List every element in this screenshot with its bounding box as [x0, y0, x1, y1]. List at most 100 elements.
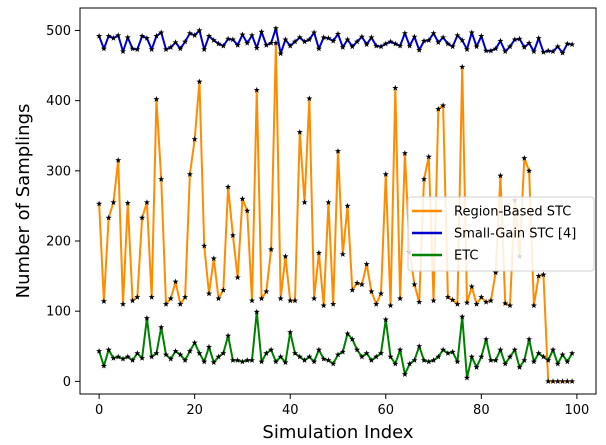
data-point-marker	[277, 353, 284, 360]
data-point-marker	[473, 300, 480, 307]
data-point-marker	[172, 347, 179, 354]
data-point-marker	[215, 295, 222, 302]
data-point-marker	[244, 207, 251, 214]
data-point-marker	[463, 299, 471, 306]
x-tick-label: 60	[378, 403, 395, 418]
data-point-marker	[148, 353, 155, 360]
data-point-marker	[96, 200, 103, 207]
data-point-marker	[535, 272, 542, 279]
data-point-marker	[435, 353, 442, 360]
data-point-marker	[444, 293, 451, 300]
data-point-marker	[492, 357, 499, 363]
data-point-marker	[444, 40, 451, 47]
data-point-marker	[311, 295, 318, 302]
data-point-marker	[129, 297, 136, 304]
data-point-marker	[502, 300, 509, 307]
data-point-marker	[368, 357, 375, 363]
data-point-marker	[387, 38, 394, 45]
data-point-marker	[158, 176, 165, 182]
data-point-marker	[291, 297, 299, 304]
data-point-marker	[411, 33, 418, 40]
y-tick-label: 500	[46, 24, 71, 39]
data-point-marker	[258, 28, 265, 35]
data-point-marker	[483, 336, 490, 342]
series-2	[96, 308, 576, 381]
data-point-marker	[521, 357, 528, 363]
data-point-marker	[483, 47, 490, 54]
data-point-marker	[440, 346, 447, 353]
data-point-marker	[268, 346, 275, 353]
data-point-marker	[425, 358, 432, 365]
data-point-marker	[363, 350, 370, 356]
data-point-marker	[325, 357, 332, 363]
data-point-marker	[320, 302, 327, 309]
data-point-marker	[220, 42, 227, 49]
data-point-marker	[368, 34, 375, 41]
data-point-marker	[320, 355, 327, 362]
data-point-marker	[153, 32, 160, 39]
data-point-marker	[119, 48, 127, 55]
data-point-marker	[100, 362, 107, 369]
data-point-marker	[449, 43, 456, 50]
data-point-marker	[244, 357, 251, 363]
data-point-marker	[229, 232, 236, 238]
data-point-marker	[354, 38, 361, 45]
data-point-marker	[311, 358, 318, 365]
data-point-marker	[430, 357, 437, 363]
y-tick-label: 0	[63, 375, 71, 390]
data-point-marker	[139, 355, 146, 361]
data-point-marker	[569, 41, 576, 48]
data-point-marker	[411, 357, 418, 363]
data-point-marker	[248, 357, 256, 363]
x-tick-label: 20	[186, 403, 203, 418]
data-point-marker	[392, 360, 399, 367]
data-point-marker	[545, 378, 552, 384]
series-line	[98, 310, 573, 379]
data-point-marker	[268, 246, 275, 253]
data-point-marker	[554, 360, 561, 367]
data-point-marker	[201, 46, 208, 52]
series-line	[98, 42, 573, 383]
data-point-marker	[468, 283, 475, 290]
data-point-marker	[559, 378, 566, 384]
data-point-marker	[511, 36, 518, 43]
data-point-marker	[143, 315, 150, 321]
data-point-marker	[110, 34, 117, 41]
data-point-marker	[478, 353, 485, 360]
data-point-marker	[449, 348, 456, 355]
data-point-marker	[530, 302, 537, 309]
data-point-marker	[530, 48, 537, 55]
data-point-marker	[564, 378, 571, 384]
data-point-marker	[201, 358, 208, 365]
data-point-marker	[478, 293, 485, 300]
data-point-marker	[397, 295, 404, 302]
data-point-marker	[110, 199, 117, 205]
data-point-marker	[277, 295, 284, 302]
data-point-marker	[487, 357, 494, 363]
data-point-marker	[377, 290, 385, 297]
data-point-marker	[215, 40, 222, 47]
data-point-marker	[129, 45, 136, 52]
data-point-marker	[296, 129, 303, 135]
data-point-marker	[349, 336, 356, 342]
data-point-marker	[382, 40, 389, 47]
data-point-marker	[373, 353, 380, 360]
data-point-marker	[334, 147, 342, 154]
data-point-marker	[139, 214, 146, 221]
data-point-marker	[463, 46, 471, 52]
series-layer	[96, 25, 576, 384]
data-point-marker	[416, 343, 423, 349]
data-point-marker	[354, 279, 361, 286]
data-point-marker	[377, 350, 385, 356]
data-point-marker	[377, 43, 385, 50]
y-tick-label: 400	[46, 94, 71, 109]
data-point-marker	[559, 351, 566, 358]
data-point-marker	[258, 295, 265, 302]
data-point-marker	[115, 32, 122, 38]
y-tick-label: 300	[46, 164, 71, 179]
data-point-marker	[540, 271, 547, 278]
data-point-marker	[158, 324, 165, 330]
data-point-marker	[349, 43, 356, 50]
data-point-marker	[239, 31, 246, 38]
data-point-marker	[549, 378, 557, 384]
